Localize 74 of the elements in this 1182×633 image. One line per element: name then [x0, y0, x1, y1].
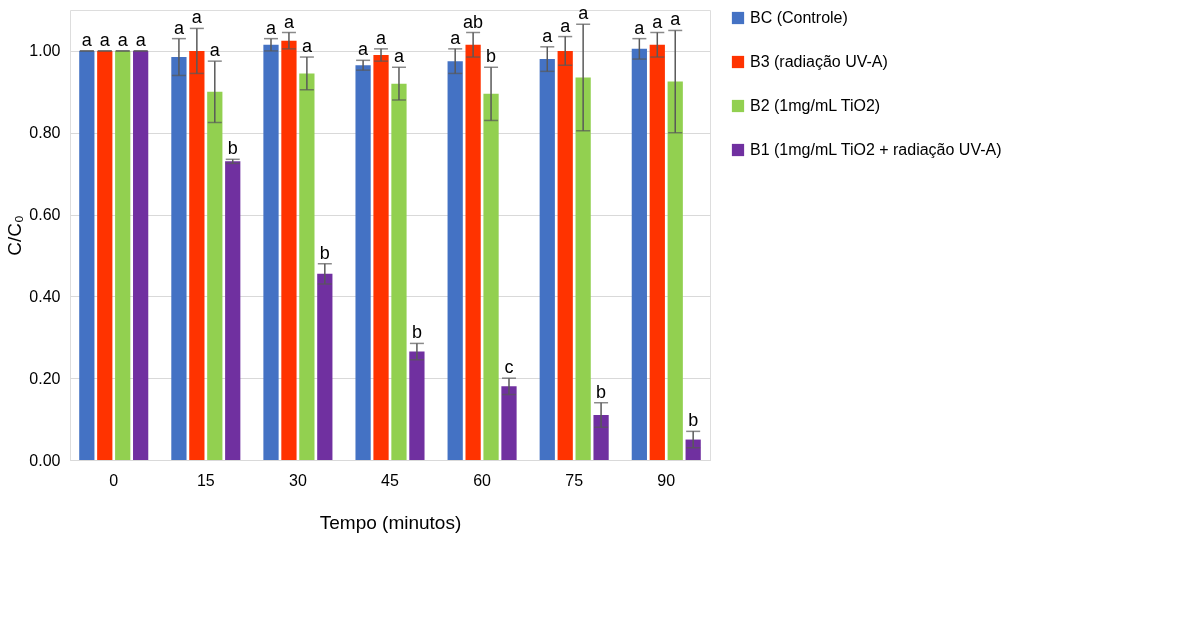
- bar: [447, 61, 463, 460]
- bar: [593, 415, 609, 460]
- data-label: a: [135, 29, 147, 50]
- bar: [299, 73, 315, 460]
- data-label: a: [117, 29, 129, 50]
- bar: [97, 50, 113, 460]
- bar: [631, 48, 647, 460]
- data-label: b: [486, 46, 497, 67]
- data-label: a: [376, 27, 388, 48]
- y-tick-label: 0.40: [29, 287, 61, 305]
- x-tick-label: 60: [473, 471, 492, 489]
- data-label: a: [301, 36, 313, 57]
- data-label: a: [173, 17, 185, 38]
- bar: [373, 55, 389, 460]
- data-label: a: [578, 3, 590, 24]
- bar: [483, 93, 499, 460]
- bar: [539, 59, 555, 460]
- bar: [263, 44, 279, 460]
- bar: [649, 44, 665, 460]
- x-tick-label: 30: [289, 471, 307, 489]
- y-axis-title: C/C₀: [4, 215, 26, 256]
- data-label: a: [670, 9, 682, 30]
- y-tick-label: 0.80: [29, 124, 61, 142]
- bar: [391, 83, 407, 460]
- legend-label: B2 (1mg/mL TiO2): [750, 97, 881, 114]
- bar: [189, 50, 205, 460]
- bar: [575, 77, 591, 460]
- y-tick-label: 0.00: [29, 451, 61, 469]
- data-label: b: [319, 242, 330, 263]
- legend-label: BC (Controle): [750, 9, 848, 26]
- bar: [133, 50, 149, 460]
- data-label: a: [283, 11, 295, 32]
- data-label: b: [411, 322, 422, 343]
- bar: [79, 50, 95, 460]
- data-label: a: [191, 7, 203, 28]
- data-label: c: [504, 357, 514, 378]
- legend-label: B3 (radiação UV-A): [750, 53, 888, 70]
- data-label: a: [393, 46, 405, 67]
- x-axis-title: Tempo (minutos): [319, 511, 462, 533]
- bar: [281, 40, 297, 460]
- data-label: a: [99, 29, 111, 50]
- bar: [317, 273, 333, 460]
- data-label: a: [266, 17, 277, 38]
- data-label: a: [652, 11, 664, 32]
- data-label: a: [209, 40, 221, 61]
- data-label: a: [542, 25, 554, 46]
- bar: [501, 386, 517, 460]
- x-tick-label: 0: [109, 471, 119, 489]
- bar: [409, 351, 425, 460]
- legend-label: B1 (1mg/mL TiO2 + radiação UV-A): [750, 141, 1002, 158]
- bar: [667, 81, 683, 460]
- data-label: b: [688, 410, 699, 431]
- x-tick-label: 75: [565, 471, 584, 489]
- bar: [465, 44, 481, 460]
- data-label: a: [560, 15, 572, 36]
- bar: [171, 57, 187, 460]
- y-tick-label: 1.00: [29, 42, 61, 60]
- data-label: a: [634, 17, 646, 38]
- x-tick-label: 90: [657, 471, 676, 489]
- bar: [207, 91, 223, 460]
- y-tick-label: 0.60: [29, 206, 61, 224]
- data-label: b: [227, 138, 238, 159]
- x-tick-label: 15: [196, 471, 215, 489]
- y-tick-label: 0.20: [29, 369, 61, 387]
- data-label: a: [358, 39, 370, 60]
- bar: [685, 439, 701, 460]
- data-label: ab: [463, 11, 484, 32]
- data-label: b: [596, 381, 607, 402]
- bar: [557, 50, 573, 460]
- bar: [355, 65, 371, 460]
- data-label: a: [450, 27, 462, 48]
- x-tick-label: 45: [381, 471, 399, 489]
- data-label: a: [81, 29, 93, 50]
- bar: [115, 50, 131, 460]
